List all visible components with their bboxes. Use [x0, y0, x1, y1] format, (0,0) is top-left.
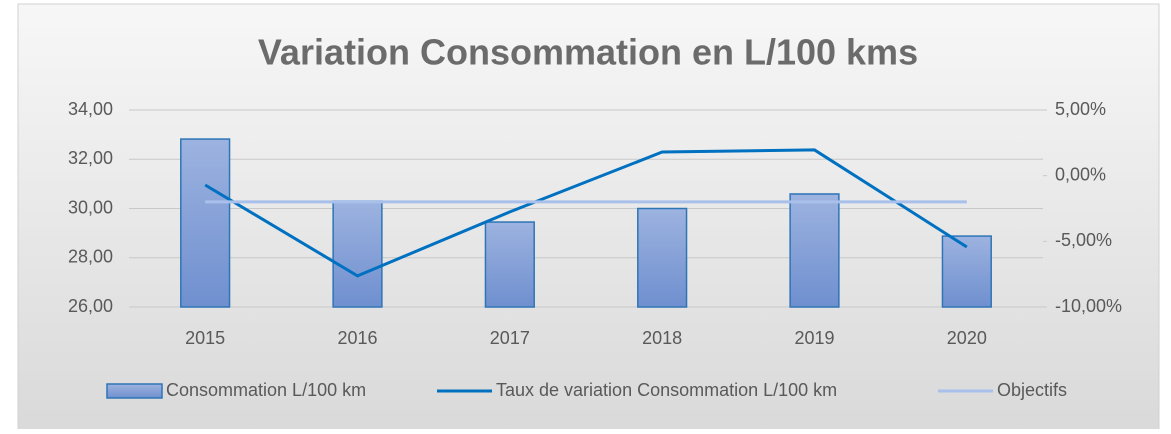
- y2-tick-label: -5,00%: [1055, 230, 1112, 250]
- legend-label: Objectifs: [997, 380, 1067, 400]
- bar: [484, 221, 535, 308]
- legend-label: Consommation L/100 km: [166, 380, 366, 400]
- x-tick-label: 2017: [490, 328, 530, 348]
- legend-swatch: [106, 383, 163, 399]
- x-tick-label: 2019: [794, 328, 834, 348]
- y2-tick-label: -10,00%: [1055, 296, 1122, 316]
- x-tick-label: 2018: [642, 328, 682, 348]
- legend-label: Taux de variation Consommation L/100 km: [496, 380, 837, 400]
- bar: [332, 200, 383, 308]
- bar: [941, 235, 992, 308]
- line: [204, 148, 968, 278]
- bar: [180, 138, 231, 308]
- y-tick-label: 32,00: [68, 148, 113, 168]
- y-tick-label: 26,00: [68, 296, 113, 316]
- y-tick-label: 34,00: [68, 99, 113, 119]
- x-tick-label: 2020: [947, 328, 987, 348]
- bar: [789, 193, 840, 308]
- x-tick-label: 2016: [337, 328, 377, 348]
- x-tick-label: 2015: [185, 328, 225, 348]
- y2-tick-label: 0,00%: [1055, 164, 1106, 184]
- chart-title: Variation Consommation en L/100 kms: [258, 32, 918, 73]
- bar: [637, 207, 688, 308]
- y-tick-label: 30,00: [68, 197, 113, 217]
- y2-tick-label: 5,00%: [1055, 99, 1106, 119]
- y-tick-label: 28,00: [68, 247, 113, 267]
